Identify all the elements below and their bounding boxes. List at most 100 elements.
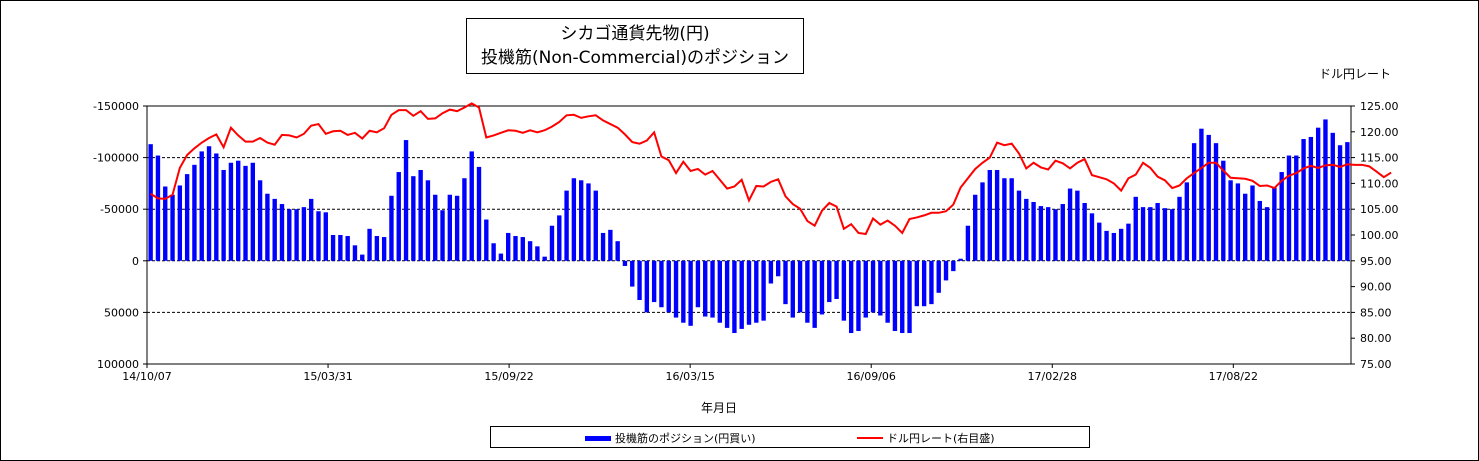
position-bar	[484, 219, 489, 261]
left-tick-label: -150000	[93, 100, 139, 113]
x-axis-title: 年月日	[701, 401, 737, 415]
position-bar	[316, 211, 321, 261]
position-bar	[834, 260, 839, 299]
position-bar	[330, 235, 336, 261]
position-bar	[294, 209, 299, 261]
position-bar	[732, 260, 737, 334]
right-tick-label: 120.00	[1360, 126, 1399, 139]
position-bar	[703, 260, 708, 317]
position-bar	[608, 229, 613, 261]
position-bar	[396, 172, 401, 261]
x-tick-label: 15/09/22	[484, 370, 533, 383]
position-bar	[929, 260, 934, 305]
position-bar	[746, 260, 752, 325]
position-bar	[206, 146, 212, 261]
position-bar	[236, 160, 241, 261]
position-bar	[1060, 204, 1065, 261]
position-bar	[666, 260, 671, 313]
position-bar	[389, 195, 394, 261]
position-bar	[600, 232, 606, 261]
right-tick-label: 85.00	[1360, 306, 1392, 319]
position-bar	[1257, 200, 1262, 261]
right-tick-label: 125.00	[1360, 100, 1399, 113]
position-bar	[352, 245, 358, 261]
chart-title-box: シカゴ通貨先物(円) 投機筋(Non-Commercial)のポジション	[466, 18, 804, 74]
position-bar	[615, 241, 620, 261]
x-tick-label: 16/09/06	[847, 370, 896, 383]
position-bar	[1272, 187, 1277, 261]
position-bar	[454, 195, 460, 261]
position-bar	[1286, 155, 1292, 261]
position-bar	[199, 151, 204, 261]
right-tick-label: 110.00	[1360, 177, 1399, 190]
position-bar	[622, 260, 628, 266]
position-bar	[440, 210, 445, 261]
position-bar	[1118, 228, 1124, 261]
position-bar	[1221, 160, 1226, 261]
position-bar	[768, 260, 774, 284]
position-bar	[958, 258, 963, 261]
legend-label-position: 投機筋のポジション(円買い)	[615, 432, 756, 445]
position-bar	[542, 256, 547, 261]
position-bar	[973, 194, 978, 261]
position-bar	[1308, 136, 1314, 261]
position-bar	[673, 260, 679, 318]
position-bar	[987, 169, 992, 261]
position-bar	[177, 185, 183, 261]
position-bar	[1024, 198, 1029, 261]
position-bar	[447, 194, 453, 261]
position-bar	[1104, 230, 1109, 261]
position-bar	[1184, 182, 1190, 261]
right-tick-label: 105.00	[1360, 203, 1399, 216]
position-bar	[308, 198, 314, 261]
position-bar	[1301, 139, 1306, 261]
position-bar	[1315, 127, 1321, 261]
position-bar	[192, 164, 197, 261]
position-bar	[462, 178, 467, 261]
position-bar	[469, 151, 474, 261]
position-bar	[257, 180, 263, 261]
position-bar	[856, 260, 861, 331]
position-bar	[513, 236, 518, 261]
legend-bar-swatch	[585, 435, 611, 441]
left-tick-label: 0	[132, 255, 139, 268]
position-bar	[323, 212, 328, 261]
position-bar	[1250, 185, 1255, 261]
position-bar	[921, 260, 927, 307]
position-bar	[527, 241, 533, 261]
position-bar	[1148, 207, 1153, 261]
position-bar	[564, 190, 569, 261]
position-bar	[688, 260, 693, 326]
position-bar	[549, 225, 555, 261]
position-bar	[841, 260, 847, 321]
position-bar	[907, 260, 912, 334]
position-bar	[1264, 207, 1270, 261]
position-bar	[1140, 207, 1146, 261]
position-bar	[243, 165, 248, 261]
position-bar	[184, 174, 190, 261]
position-bar	[994, 169, 1000, 261]
position-bar	[287, 209, 292, 261]
position-bar	[433, 194, 438, 261]
left-tick-label: -50000	[100, 203, 139, 216]
position-bar	[228, 162, 234, 261]
position-bar	[724, 260, 730, 328]
legend-label-rate: ドル円レート(右目盛)	[887, 432, 995, 445]
position-bar	[739, 260, 744, 329]
position-bar	[1279, 172, 1284, 261]
position-bar	[403, 140, 409, 261]
position-bar	[1075, 190, 1080, 261]
position-bar	[812, 260, 817, 328]
position-bar	[1133, 196, 1138, 261]
position-bar	[214, 153, 219, 261]
position-bar	[914, 260, 920, 307]
x-tick-label: 15/03/31	[303, 370, 352, 383]
position-bar	[681, 260, 686, 323]
position-bar	[221, 169, 226, 261]
position-bar	[695, 260, 701, 308]
legend-item-position: 投機筋のポジション(円買い)	[585, 430, 756, 446]
position-bar	[535, 246, 540, 261]
position-bar	[1111, 232, 1117, 261]
position-bar	[425, 180, 431, 261]
